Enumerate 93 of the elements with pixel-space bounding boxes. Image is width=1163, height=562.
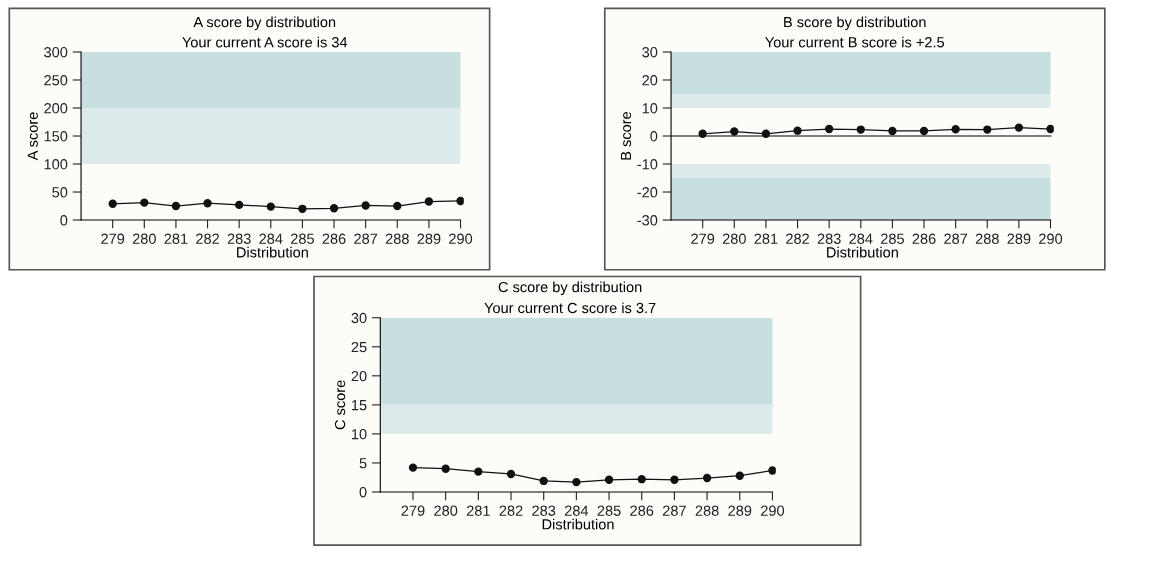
x-tick-label: 280 xyxy=(132,233,156,244)
x-tick-label: 287 xyxy=(662,505,686,516)
x-tick-label: 282 xyxy=(499,505,523,516)
x-tick-label: 285 xyxy=(880,233,904,244)
x-tick-label: 281 xyxy=(164,233,188,244)
point xyxy=(604,475,614,484)
x-tick-label: 289 xyxy=(417,233,441,244)
point xyxy=(329,204,339,213)
x-tick-label: 288 xyxy=(975,233,999,244)
point xyxy=(702,473,712,483)
y-tick-label: 0 xyxy=(650,131,658,142)
point xyxy=(424,197,434,206)
point xyxy=(637,475,646,484)
x-tick-label: 286 xyxy=(912,233,936,244)
point xyxy=(506,469,516,479)
y-tick-label: 10 xyxy=(642,103,658,114)
y-tick-label: 30 xyxy=(351,312,367,324)
point xyxy=(203,199,212,208)
x-tick-label: 282 xyxy=(786,233,809,244)
y-tick-label: -20 xyxy=(637,187,658,198)
y-tick-label: 20 xyxy=(351,370,367,382)
point xyxy=(361,201,370,210)
y-tick-label: 25 xyxy=(351,341,367,353)
chart-title: C score by distribution xyxy=(498,281,642,296)
y-tick-label: 0 xyxy=(359,487,367,498)
point xyxy=(235,200,244,210)
x-tick-label: 281 xyxy=(754,233,778,244)
y-tick-label: -10 xyxy=(637,159,658,170)
y-axis-title: B score xyxy=(620,111,632,160)
chart-title: B score by distribution xyxy=(784,16,926,31)
y-tick-label: 15 xyxy=(352,400,367,411)
x-tick-label: 286 xyxy=(322,233,346,244)
chart-subtitle: Your current B score is +2.5 xyxy=(765,36,945,48)
x-tick-label: 290 xyxy=(761,505,785,516)
point xyxy=(456,196,464,206)
x-axis-title: Distribution xyxy=(237,246,308,258)
x-tick-label: 281 xyxy=(466,505,490,516)
y-tick-label: 150 xyxy=(44,131,68,142)
point xyxy=(393,201,402,211)
point xyxy=(171,201,181,211)
y-tick-label: 10 xyxy=(352,429,367,440)
point xyxy=(539,476,548,486)
point xyxy=(266,202,275,211)
x-tick-label: 286 xyxy=(630,505,654,516)
y-tick-label: 100 xyxy=(44,159,68,170)
point xyxy=(474,467,483,476)
x-tick-label: 285 xyxy=(597,505,621,516)
x-tick-label: 289 xyxy=(728,505,752,516)
x-tick-label: 288 xyxy=(695,505,719,516)
y-tick-label: 20 xyxy=(642,75,658,86)
y-axis-title: A score xyxy=(27,112,38,161)
y-tick-label: 300 xyxy=(44,47,68,58)
chart-subtitle: Your current C score is 3.7 xyxy=(484,302,656,314)
point xyxy=(670,475,679,484)
x-tick-label: 279 xyxy=(101,233,125,244)
x-tick-label: 284 xyxy=(564,505,589,516)
y-tick-label: 200 xyxy=(44,103,68,114)
point xyxy=(572,477,581,487)
y-tick-label: 50 xyxy=(52,187,68,198)
y-tick-label: -30 xyxy=(637,215,658,226)
point xyxy=(735,471,744,480)
x-tick-label: 283 xyxy=(532,505,556,516)
y-axis-title: C score xyxy=(334,380,346,430)
x-tick-label: 282 xyxy=(196,233,219,244)
x-tick-label: 290 xyxy=(1039,233,1063,244)
y-tick-label: 5 xyxy=(359,458,367,469)
x-tick-label: 279 xyxy=(691,233,715,244)
x-tick-label: 285 xyxy=(290,233,314,244)
point xyxy=(298,204,307,213)
x-tick-label: 284 xyxy=(849,233,873,244)
x-tick-label: 289 xyxy=(1007,233,1031,244)
x-tick-label: 287 xyxy=(354,233,378,244)
x-tick-label: 290 xyxy=(449,233,473,244)
chart-subtitle: Your current A score is 34 xyxy=(182,36,348,48)
x-tick-label: 280 xyxy=(434,505,458,516)
point xyxy=(441,464,450,473)
point xyxy=(140,198,149,207)
x-axis-title: Distribution xyxy=(542,518,614,530)
y-tick-label: 0 xyxy=(60,215,68,226)
point xyxy=(408,463,418,472)
x-tick-label: 283 xyxy=(227,233,251,244)
chart-title: A score by distribution xyxy=(193,16,336,31)
x-tick-label: 288 xyxy=(385,233,409,244)
point xyxy=(768,466,776,475)
x-axis-title: Distribution xyxy=(827,246,898,258)
x-tick-label: 283 xyxy=(817,233,841,244)
y-tick-label: 250 xyxy=(44,75,68,86)
point xyxy=(108,199,117,208)
x-tick-label: 280 xyxy=(722,233,746,244)
x-tick-label: 284 xyxy=(259,233,283,244)
x-tick-label: 279 xyxy=(401,505,425,516)
x-tick-label: 287 xyxy=(944,233,968,244)
y-tick-label: 30 xyxy=(642,47,658,58)
